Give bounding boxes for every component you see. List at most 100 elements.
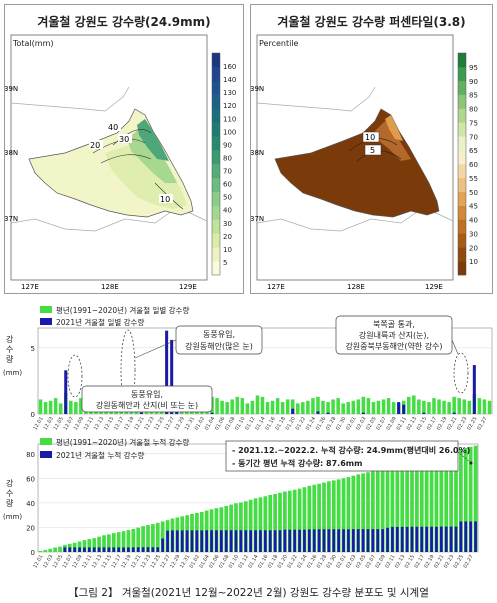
bar-2021-cumulative: [215, 530, 218, 552]
svg-text:128E: 128E: [347, 283, 365, 291]
bar-normal-daily: [432, 398, 436, 414]
svg-text:강원동해안(많은 눈): 강원동해안(많은 눈): [185, 341, 253, 351]
colorbar-swatch: [212, 66, 220, 82]
annotation-3: 북쪽골 통과, 강원내륙과 산지(눈), 강원중북부동해안(약한 강수): [335, 315, 459, 355]
colorbar-tick: 20: [223, 233, 232, 241]
legend-2021-daily: 2021년 겨울철 일별 강수량: [56, 317, 144, 327]
bar-2021-cumulative: [107, 547, 111, 552]
bar-2021-cumulative: [229, 530, 233, 552]
bar-normal-daily: [361, 396, 366, 414]
colorbar-swatch: [458, 80, 466, 95]
bar-normal-cumulative: [434, 455, 439, 552]
bar-2021-cumulative: [73, 547, 77, 552]
bar-2021-cumulative: [283, 529, 287, 552]
colorbar-swatch: [212, 94, 220, 109]
bar-normal-cumulative: [77, 541, 82, 552]
legend-2021-cumulative: 2021년 겨울철 누적 강수량: [56, 450, 144, 460]
bar-2021-cumulative: [449, 526, 453, 552]
colorbar-tick: 95: [469, 64, 478, 72]
bar-2021-cumulative: [244, 530, 248, 552]
colorbar-tick: 80: [223, 154, 232, 162]
bar-2021-cumulative: [171, 530, 174, 552]
y-tick-label: 80: [26, 451, 35, 459]
bar-normal-cumulative: [160, 521, 165, 552]
bar-normal-daily: [371, 402, 376, 414]
bar-normal-daily: [270, 400, 275, 414]
svg-text:북쪽골 통과,: 북쪽골 통과,: [373, 320, 415, 329]
bar-2021-cumulative: [97, 547, 101, 552]
annotation-cumulative: - 2021.12.~2022.2. 누적 강수량: 24.9mm(평년대비 2…: [225, 440, 473, 472]
colorbar-tick: 100: [223, 128, 236, 136]
colorbar-swatch: [458, 233, 466, 248]
bar-normal-daily: [296, 403, 300, 414]
bar-normal-daily: [482, 399, 487, 414]
bar-normal-daily: [442, 400, 446, 414]
bar-normal-cumulative: [292, 489, 297, 552]
colorbar-tick: 120: [223, 102, 236, 110]
legend-normal-cumulative: 평년(1991~2020년) 겨울철 누적 강수량: [56, 437, 189, 447]
bar-2021-cumulative: [102, 547, 106, 552]
svg-text:128E: 128E: [101, 283, 119, 291]
bar-normal-daily: [331, 399, 335, 414]
bar-normal-cumulative: [283, 491, 287, 552]
bar-2021-cumulative: [263, 530, 267, 552]
bar-normal-cumulative: [82, 540, 87, 552]
bar-normal-daily: [306, 400, 310, 414]
bar-2021-cumulative: [298, 529, 301, 552]
bar-normal-cumulative: [444, 453, 449, 552]
bar-2021-cumulative: [268, 530, 272, 552]
unit-label: Percentile: [259, 39, 299, 48]
bar-2021-cumulative: [430, 526, 433, 552]
colorbar-tick: 55: [469, 175, 478, 183]
bar-2021-cumulative: [386, 527, 389, 552]
bar-2021-cumulative: [234, 530, 238, 552]
bar-2021-cumulative: [361, 529, 365, 552]
svg-text:량: 량: [6, 498, 14, 508]
bar-normal-cumulative: [53, 547, 57, 552]
bar-2021-daily: [452, 412, 456, 414]
bar-normal-cumulative: [424, 458, 429, 552]
bar-normal-cumulative: [322, 482, 326, 552]
bar-normal-cumulative: [38, 550, 43, 552]
x-tick-label: 02.27: [476, 416, 488, 430]
bar-normal-cumulative: [361, 473, 365, 552]
colorbar-swatch: [212, 261, 220, 276]
bar-normal-cumulative: [468, 446, 473, 552]
bar-normal-daily: [255, 395, 260, 414]
bar-normal-cumulative: [366, 472, 370, 552]
bar-2021-cumulative: [141, 547, 145, 552]
bar-2021-daily: [291, 408, 295, 414]
svg-text:10: 10: [365, 133, 375, 142]
bar-2021-cumulative: [405, 526, 409, 552]
bar-normal-daily: [427, 402, 431, 414]
bar-normal-cumulative: [43, 549, 48, 552]
colorbar-swatch: [458, 150, 466, 165]
bar-2021-cumulative: [474, 521, 477, 552]
bar-normal-cumulative: [356, 474, 361, 552]
svg-text:30: 30: [119, 135, 129, 144]
colorbar-tick: 10: [223, 246, 232, 254]
colorbar-tick: 50: [223, 194, 232, 202]
bar-2021-cumulative: [376, 529, 380, 552]
bar-normal-cumulative: [92, 538, 97, 552]
bar-normal-cumulative: [317, 483, 321, 552]
colorbar-swatch: [458, 177, 466, 193]
colorbar-total: 5 10 20 30 40 50 60 70 80 90 100 110 120 130 140 160: [211, 52, 236, 276]
svg-text:37N: 37N: [251, 215, 264, 223]
bar-normal-daily: [407, 396, 411, 414]
bar-normal-cumulative: [312, 484, 317, 552]
bar-2021-cumulative: [307, 529, 311, 552]
bar-2021-cumulative: [327, 529, 331, 552]
bar-normal-cumulative: [107, 534, 111, 552]
bar-2021-daily: [472, 365, 476, 414]
bar-2021-cumulative: [410, 526, 414, 552]
svg-text:129E: 129E: [425, 283, 443, 291]
bar-2021-daily: [316, 411, 320, 414]
svg-text:127E: 127E: [267, 283, 285, 291]
bar-normal-daily: [53, 398, 58, 414]
svg-text:40: 40: [108, 123, 118, 132]
unit-label: Total(mm): [12, 39, 54, 48]
bar-2021-cumulative: [131, 547, 135, 552]
bar-normal-cumulative: [331, 480, 336, 552]
x-tick-label: 02.27: [462, 554, 474, 569]
